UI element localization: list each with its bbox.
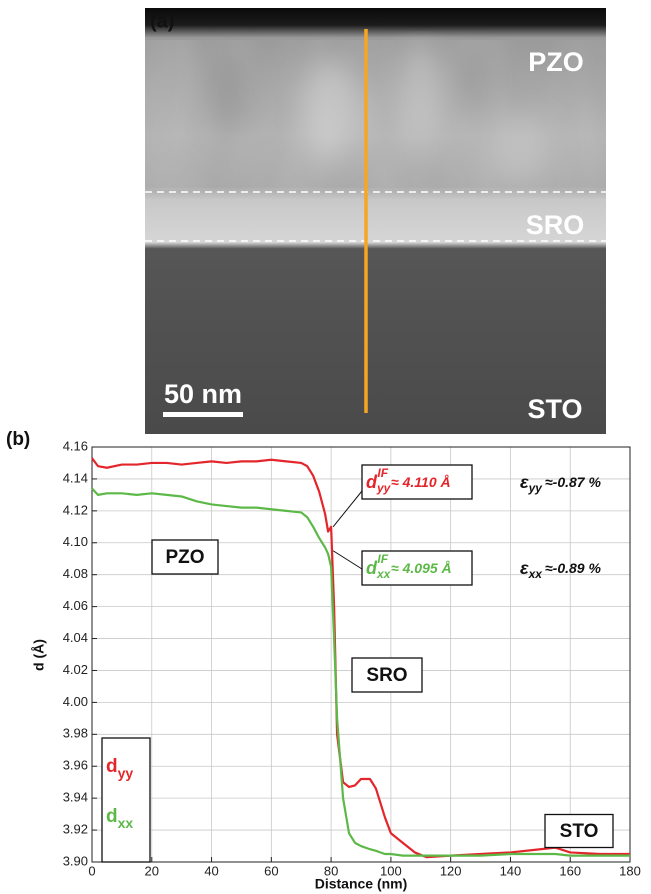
y-tick-label: 4.16 (63, 438, 88, 453)
annotation-box (361, 464, 473, 500)
x-tick-label: 20 (145, 863, 159, 878)
x-tick-label: 100 (380, 863, 402, 878)
annotation-box (361, 550, 473, 586)
annotation-part: ≈ 4.095 Å (391, 560, 452, 576)
y-tick-label: 3.92 (63, 822, 88, 837)
x-tick-label: 0 (88, 863, 95, 878)
region-label: SRO (366, 665, 407, 686)
plot-frame (91, 446, 631, 863)
y-tick-label: 3.96 (63, 758, 88, 773)
scale-bar-label: 50 nm (164, 379, 242, 409)
label-box (544, 813, 614, 849)
x-axis-label: Distance (nm) (315, 876, 408, 892)
label-box (351, 657, 423, 693)
annotation-part: ≈-0.89 % (545, 560, 601, 576)
x-tick-label: 140 (500, 863, 522, 878)
legend-entry: dyy (106, 756, 133, 781)
x-tick-label: 40 (204, 863, 218, 878)
layer-label: STO (527, 394, 582, 424)
region-label: STO (560, 821, 599, 842)
x-tick-label: 180 (619, 863, 641, 878)
label-box (151, 539, 219, 575)
x-tick-label: 120 (440, 863, 462, 878)
y-tick-label: 4.08 (63, 566, 88, 581)
annotation-part: ≈ 4.110 Å (391, 474, 451, 490)
y-tick-label: 4.06 (63, 598, 88, 613)
annotation-part: d (366, 472, 378, 492)
annotation-part: IF (377, 466, 388, 480)
annotation: εxx ≈-0.89 % (520, 558, 601, 581)
annotation-part: d (366, 558, 378, 578)
annotation-part: yy (376, 481, 392, 495)
y-tick-label: 4.02 (63, 662, 88, 677)
panel-label: (a) (150, 10, 174, 32)
y-tick-label: 3.94 (63, 790, 88, 805)
layer-label: SRO (526, 210, 585, 240)
layer-label: PZO (528, 47, 584, 77)
annotation-part: ε (520, 558, 529, 578)
data-line (91, 487, 630, 857)
annotation-part: ≈-0.87 % (545, 474, 601, 490)
annotation-part: yy (528, 481, 544, 495)
annotation: εyy ≈-0.87 % (520, 472, 601, 495)
x-tick-label: 160 (559, 863, 581, 878)
y-tick-label: 3.98 (63, 726, 88, 741)
y-tick-label: 4.10 (63, 534, 88, 549)
y-tick-label: 4.14 (63, 470, 88, 485)
annotation-arrow (332, 550, 363, 570)
annotation-part: xx (376, 567, 392, 581)
annotation-part: xx (528, 567, 544, 581)
y-tick-label: 3.90 (63, 853, 88, 868)
y-tick-label: 4.04 (63, 630, 88, 645)
plot-area (92, 447, 630, 862)
annotation-part: ε (520, 472, 529, 492)
legend-entry: dxx (106, 806, 133, 831)
legend-box (101, 737, 151, 863)
y-tick-label: 4.00 (63, 694, 88, 709)
annotation: dxxIF≈ 4.095 Å (366, 552, 452, 581)
annotation-arrow (332, 490, 363, 528)
x-tick-label: 80 (324, 863, 338, 878)
annotation: dyyIF≈ 4.110 Å (366, 466, 451, 495)
panel-label: (b) (6, 429, 30, 450)
y-tick-label: 4.12 (63, 502, 88, 517)
y-axis-label: d (Å) (31, 639, 47, 671)
region-label: PZO (165, 547, 204, 568)
stem-image (145, 8, 606, 434)
x-tick-label: 60 (264, 863, 278, 878)
annotation-part: IF (377, 552, 388, 566)
